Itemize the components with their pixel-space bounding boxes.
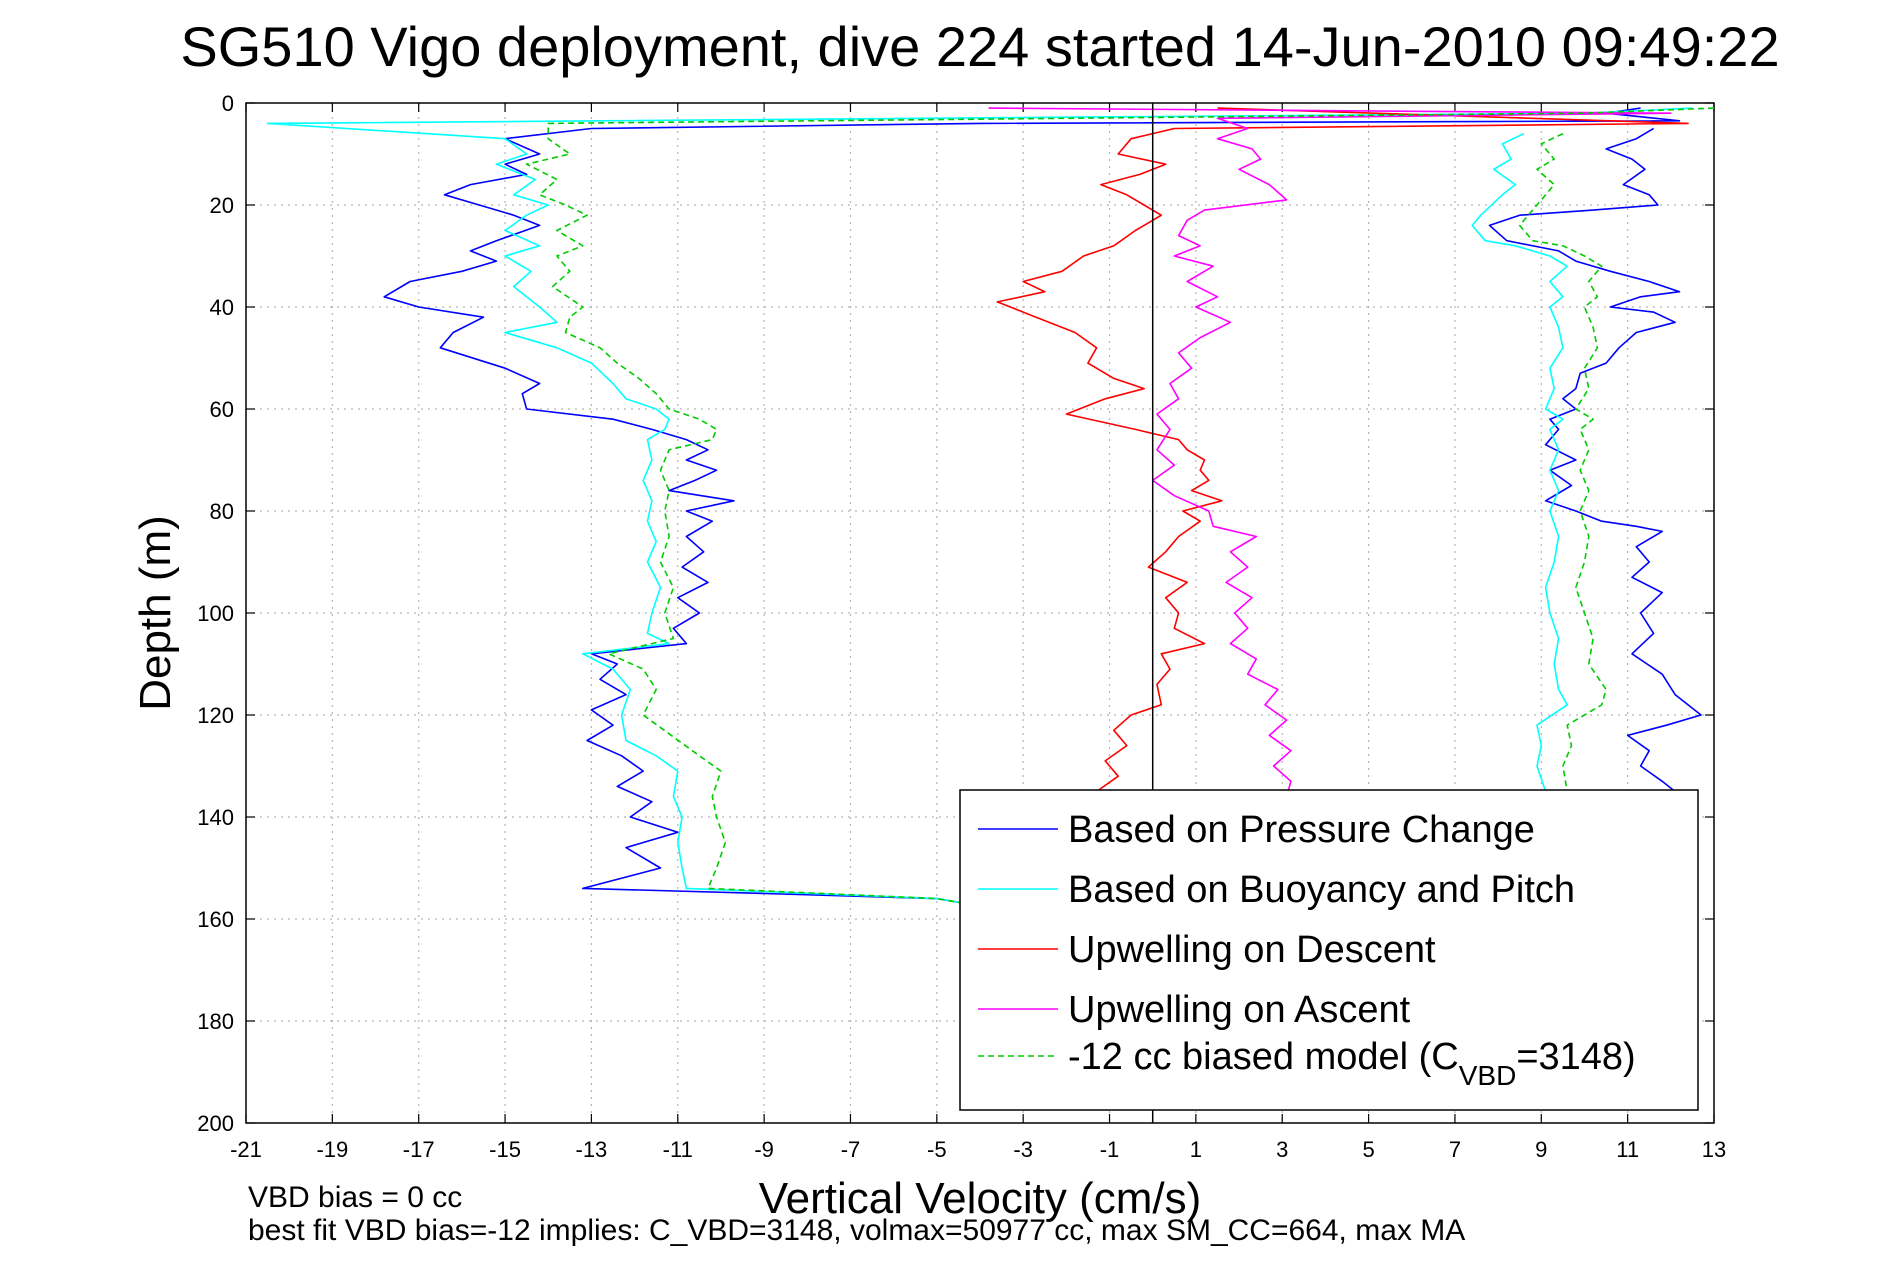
y-tick-label: 60 xyxy=(210,397,234,422)
x-tick-label: 5 xyxy=(1362,1137,1374,1162)
x-tick-label: 11 xyxy=(1616,1137,1639,1162)
series-line-2 xyxy=(996,107,1689,793)
chart-title: SG510 Vigo deployment, dive 224 started … xyxy=(180,15,1779,78)
x-tick-label: -17 xyxy=(403,1137,435,1162)
y-tick-label: 180 xyxy=(197,1009,234,1034)
footer-line-1: VBD bias = 0 cc xyxy=(248,1181,462,1214)
x-tick-label: -11 xyxy=(663,1137,693,1162)
x-tick-label: -13 xyxy=(576,1137,608,1162)
y-tick-label: 160 xyxy=(197,907,234,932)
x-tick-label: -7 xyxy=(841,1137,861,1162)
x-tick-label: 13 xyxy=(1702,1137,1726,1162)
x-tick-label: 1 xyxy=(1190,1137,1202,1162)
y-tick-label: 0 xyxy=(222,91,234,116)
x-tick-label: -9 xyxy=(754,1137,774,1162)
y-tick-label: 140 xyxy=(197,805,234,830)
footer-line-2: best fit VBD bias=-12 implies: C_VBD=314… xyxy=(248,1214,1465,1247)
x-axis-label: Vertical Velocity (cm/s) xyxy=(759,1174,1202,1223)
axis-ticks: -21 -19 -17 -15 -13 -11 -9 -7 -5 -3 -1 1 3 5 7 9 11 13020… xyxy=(197,91,1726,1162)
x-tick-label: -21 xyxy=(230,1137,262,1162)
y-tick-label: 200 xyxy=(197,1111,234,1136)
legend-label: Upwelling on Ascent xyxy=(1068,989,1411,1031)
legend-label: Upwelling on Descent xyxy=(1068,929,1436,971)
y-tick-label: 20 xyxy=(210,193,234,218)
y-tick-label: 80 xyxy=(210,499,234,524)
x-tick-label: 3 xyxy=(1276,1137,1288,1162)
x-tick-label: -19 xyxy=(316,1137,348,1162)
series-line-7 xyxy=(1518,132,1607,792)
legend-box xyxy=(959,789,1699,1111)
x-tick-label: 9 xyxy=(1535,1137,1547,1162)
series-line-0 xyxy=(383,107,1681,905)
series-line-1 xyxy=(266,107,1693,905)
y-axis-label: Depth (m) xyxy=(131,515,180,711)
x-tick-label: -15 xyxy=(489,1137,521,1162)
series-line-4 xyxy=(525,107,1715,905)
x-tick-label: -3 xyxy=(1013,1137,1033,1162)
series-group xyxy=(266,107,1715,905)
legend: Based on Pressure Change Based on Buoyanc… xyxy=(959,789,1699,1111)
grid xyxy=(246,103,1714,1123)
y-tick-label: 40 xyxy=(210,295,234,320)
series-line-6 xyxy=(1471,132,1568,792)
legend-label: Based on Pressure Change xyxy=(1068,809,1535,851)
y-tick-label: 100 xyxy=(197,601,234,626)
legend-label: Based on Buoyancy and Pitch xyxy=(1068,869,1575,911)
series-line-3 xyxy=(988,107,1672,797)
y-tick-label: 120 xyxy=(197,703,234,728)
x-tick-label: 7 xyxy=(1449,1137,1461,1162)
x-tick-label: -5 xyxy=(927,1137,947,1162)
x-tick-label: -1 xyxy=(1100,1137,1120,1162)
